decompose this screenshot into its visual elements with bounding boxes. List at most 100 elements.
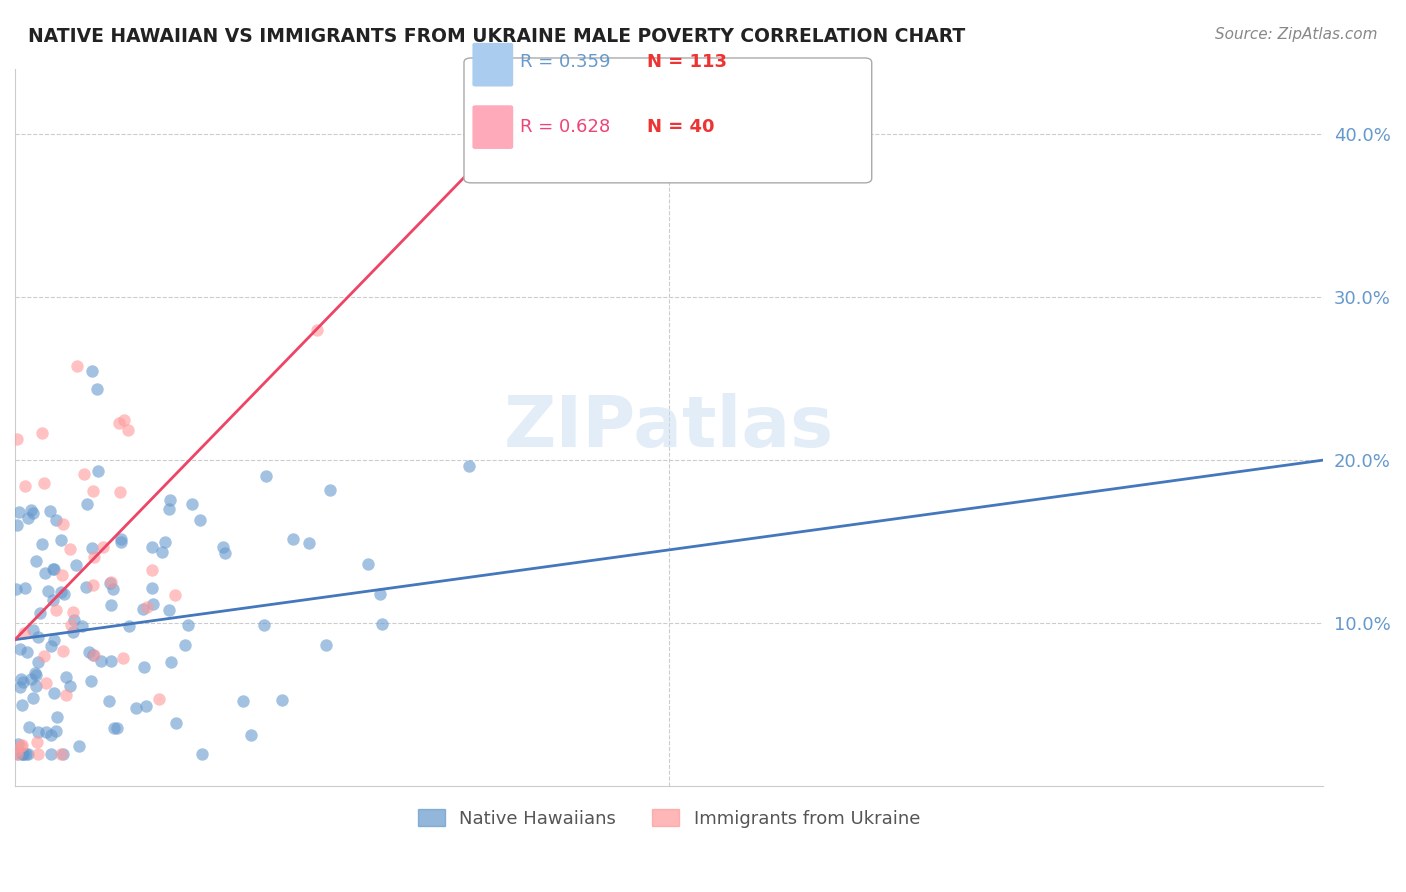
Native Hawaiians bbox=[27, 630, 49, 644]
Native Hawaiians bbox=[100, 654, 122, 668]
Native Hawaiians bbox=[52, 747, 75, 761]
Native Hawaiians bbox=[39, 747, 62, 761]
Native Hawaiians bbox=[142, 597, 165, 611]
Native Hawaiians bbox=[87, 464, 110, 478]
Immigrants from Ukraine bbox=[52, 517, 75, 532]
Immigrants from Ukraine bbox=[31, 425, 53, 440]
Native Hawaiians bbox=[34, 566, 56, 581]
Native Hawaiians bbox=[270, 692, 292, 706]
Immigrants from Ukraine bbox=[66, 359, 89, 373]
Native Hawaiians bbox=[253, 618, 276, 632]
Native Hawaiians bbox=[38, 504, 60, 518]
Native Hawaiians bbox=[100, 598, 122, 612]
Native Hawaiians bbox=[17, 747, 39, 761]
Native Hawaiians bbox=[21, 624, 44, 638]
Native Hawaiians bbox=[45, 513, 67, 527]
Native Hawaiians bbox=[103, 721, 125, 735]
Native Hawaiians bbox=[214, 546, 236, 560]
Native Hawaiians bbox=[80, 541, 103, 556]
Immigrants from Ukraine bbox=[6, 432, 28, 446]
Native Hawaiians bbox=[165, 716, 187, 731]
Native Hawaiians bbox=[319, 483, 342, 497]
Native Hawaiians bbox=[28, 606, 51, 620]
Native Hawaiians bbox=[10, 673, 32, 687]
Text: N = 113: N = 113 bbox=[647, 54, 727, 71]
Native Hawaiians bbox=[21, 506, 44, 520]
Native Hawaiians bbox=[20, 503, 42, 517]
Native Hawaiians bbox=[160, 656, 183, 670]
Native Hawaiians bbox=[7, 505, 30, 519]
Native Hawaiians bbox=[157, 603, 180, 617]
Immigrants from Ukraine bbox=[100, 574, 122, 589]
Immigrants from Ukraine bbox=[25, 735, 48, 749]
Immigrants from Ukraine bbox=[60, 618, 83, 632]
Native Hawaiians bbox=[14, 581, 37, 595]
Native Hawaiians bbox=[281, 532, 304, 546]
Native Hawaiians bbox=[17, 511, 39, 525]
Native Hawaiians bbox=[11, 747, 34, 761]
Immigrants from Ukraine bbox=[59, 541, 82, 556]
Native Hawaiians bbox=[67, 739, 90, 753]
Native Hawaiians bbox=[25, 679, 48, 693]
Text: Source: ZipAtlas.com: Source: ZipAtlas.com bbox=[1215, 27, 1378, 42]
Native Hawaiians bbox=[357, 557, 380, 571]
Immigrants from Ukraine bbox=[82, 484, 104, 499]
Immigrants from Ukraine bbox=[83, 549, 105, 564]
Native Hawaiians bbox=[11, 698, 34, 713]
Native Hawaiians bbox=[370, 587, 392, 601]
Immigrants from Ukraine bbox=[305, 323, 328, 337]
Native Hawaiians bbox=[44, 633, 66, 648]
Native Hawaiians bbox=[25, 554, 48, 568]
Text: ZIPatlas: ZIPatlas bbox=[503, 393, 834, 462]
Native Hawaiians bbox=[370, 616, 392, 631]
Native Hawaiians bbox=[42, 562, 65, 576]
Native Hawaiians bbox=[82, 648, 104, 662]
Native Hawaiians bbox=[157, 501, 180, 516]
Immigrants from Ukraine bbox=[112, 413, 135, 427]
Native Hawaiians bbox=[79, 645, 101, 659]
Native Hawaiians bbox=[11, 747, 34, 761]
Native Hawaiians bbox=[45, 723, 67, 738]
Native Hawaiians bbox=[118, 618, 141, 632]
Native Hawaiians bbox=[82, 364, 104, 378]
Native Hawaiians bbox=[153, 534, 176, 549]
Native Hawaiians bbox=[70, 619, 93, 633]
Immigrants from Ukraine bbox=[10, 739, 32, 754]
Native Hawaiians bbox=[173, 638, 195, 652]
Native Hawaiians bbox=[42, 562, 65, 576]
Native Hawaiians bbox=[8, 642, 31, 657]
Immigrants from Ukraine bbox=[45, 603, 67, 617]
Native Hawaiians bbox=[7, 747, 30, 761]
Native Hawaiians bbox=[110, 535, 132, 549]
Native Hawaiians bbox=[59, 679, 82, 693]
Native Hawaiians bbox=[13, 675, 35, 690]
Native Hawaiians bbox=[98, 576, 121, 591]
Native Hawaiians bbox=[39, 640, 62, 654]
Native Hawaiians bbox=[212, 540, 235, 554]
Native Hawaiians bbox=[27, 724, 49, 739]
Native Hawaiians bbox=[55, 670, 77, 684]
Immigrants from Ukraine bbox=[52, 644, 75, 658]
Native Hawaiians bbox=[180, 498, 202, 512]
Native Hawaiians bbox=[315, 638, 337, 652]
Native Hawaiians bbox=[63, 613, 86, 627]
Native Hawaiians bbox=[232, 694, 254, 708]
Native Hawaiians bbox=[20, 673, 42, 687]
Native Hawaiians bbox=[124, 701, 146, 715]
Native Hawaiians bbox=[188, 513, 211, 527]
Native Hawaiians bbox=[51, 584, 73, 599]
Native Hawaiians bbox=[76, 497, 98, 511]
Immigrants from Ukraine bbox=[10, 738, 32, 752]
Text: N = 40: N = 40 bbox=[647, 118, 714, 136]
Text: R = 0.628: R = 0.628 bbox=[520, 118, 610, 136]
Immigrants from Ukraine bbox=[163, 588, 186, 602]
Native Hawaiians bbox=[31, 536, 53, 550]
Native Hawaiians bbox=[79, 674, 101, 689]
Immigrants from Ukraine bbox=[27, 747, 49, 761]
Native Hawaiians bbox=[42, 593, 65, 607]
Immigrants from Ukraine bbox=[91, 540, 114, 554]
Legend: Native Hawaiians, Immigrants from Ukraine: Native Hawaiians, Immigrants from Ukrain… bbox=[411, 802, 928, 835]
Native Hawaiians bbox=[35, 724, 58, 739]
Native Hawaiians bbox=[141, 581, 163, 595]
Immigrants from Ukraine bbox=[6, 742, 28, 756]
